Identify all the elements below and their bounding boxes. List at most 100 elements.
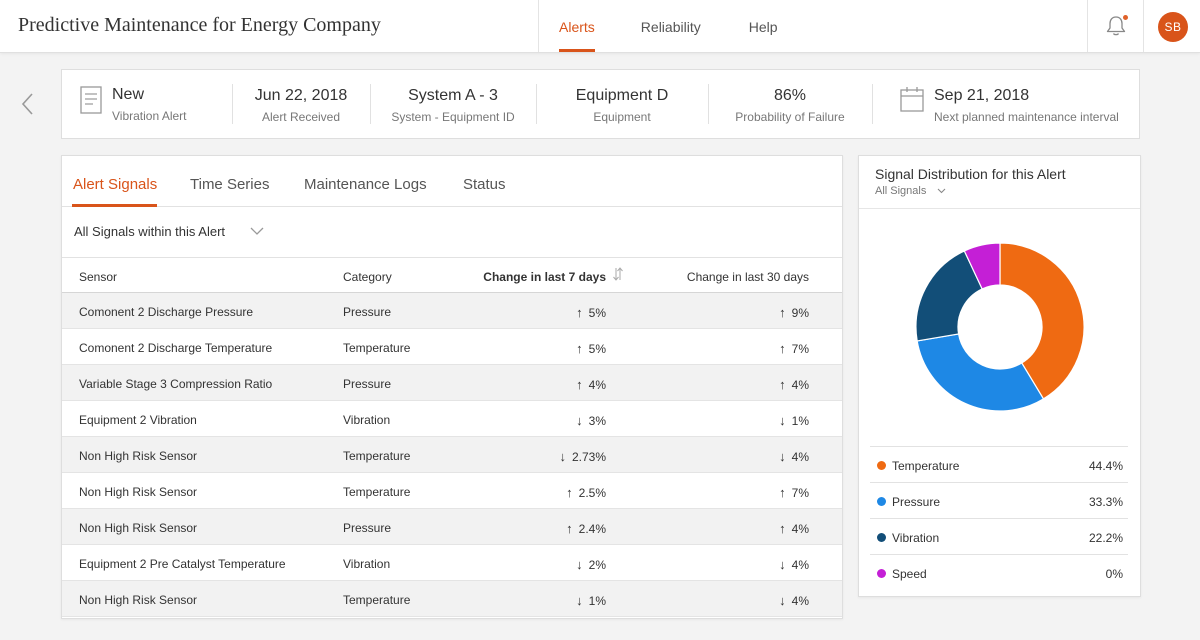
alert-signals-card: Alert Signals Time Series Maintenance Lo… — [61, 155, 843, 619]
change-30-days-value: 7% — [791, 486, 809, 500]
column-header-category[interactable]: Category — [343, 270, 392, 284]
column-header-sensor[interactable]: Sensor — [79, 270, 118, 284]
chevron-down-icon[interactable] — [250, 227, 264, 236]
change-7-days-value: 2.4% — [578, 522, 606, 536]
table-row[interactable]: Variable Stage 3 Compression Ratio Pressu… — [62, 365, 842, 401]
alert-summary: New Vibration Alert Jun 22, 2018 Alert R… — [61, 69, 1140, 139]
change-30-days-value: 4% — [791, 594, 809, 608]
legend-item[interactable]: Speed 0% — [870, 554, 1128, 590]
donut-slice-temperature[interactable] — [999, 242, 1085, 400]
nav-alerts[interactable]: Alerts — [539, 0, 615, 52]
table-row[interactable]: Non High Risk Sensor Pressure ↑ 2.4% ↑ 4% — [62, 509, 842, 545]
change-7-days-value: 3% — [588, 414, 606, 428]
change-7-days-value: 5% — [588, 306, 606, 320]
trend-arrow-icon: ↑ — [779, 485, 786, 500]
alert-type: Vibration Alert — [112, 109, 187, 123]
donut-slice-speed[interactable] — [963, 242, 1001, 290]
table-row[interactable]: Non High Risk Sensor Temperature ↑ 2.5% ↑ 7% — [62, 473, 842, 509]
trend-arrow-icon: ↓ — [779, 557, 786, 572]
trend-arrow-icon: ↑ — [566, 521, 573, 536]
change-7-days-value: 1% — [588, 594, 606, 608]
notification-dot — [1123, 15, 1128, 20]
alert-status: New Vibration Alert — [112, 86, 187, 154]
active-tab-indicator — [72, 204, 157, 207]
tab-status[interactable]: Status — [463, 176, 506, 193]
tab-time-series[interactable]: Time Series — [190, 176, 270, 193]
tab-maintenance-logs[interactable]: Maintenance Logs — [304, 176, 427, 193]
legend-swatch — [877, 497, 886, 506]
legend-swatch — [877, 533, 886, 542]
trend-arrow-icon: ↑ — [576, 341, 583, 356]
sensor-name: Non High Risk Sensor — [79, 449, 198, 463]
failure-probability-label: Probability of Failure — [735, 110, 845, 124]
distribution-donut-chart — [915, 242, 1085, 412]
change-30-days: ↓ 4% — [779, 449, 809, 464]
nav-reliability[interactable]: Reliability — [640, 19, 701, 35]
table-row[interactable]: Equipment 2 Vibration Vibration ↓ 3% ↓ 1% — [62, 401, 842, 437]
distribution-filter-dropdown[interactable]: All Signals — [875, 185, 927, 197]
change-30-days-value: 4% — [791, 378, 809, 392]
chevron-left-icon[interactable] — [18, 90, 38, 118]
distribution-title: Signal Distribution for this Alert — [875, 166, 1066, 182]
table-row[interactable]: Non High Risk Sensor Temperature ↓ 2.73% ↓ 4% — [62, 437, 842, 473]
column-header-change-30-days[interactable]: Change in last 30 days — [686, 270, 809, 284]
user-menu[interactable]: SB — [1144, 0, 1200, 52]
table-row[interactable]: Non High Risk Sensor Temperature ↓ 1% ↓ 4% — [62, 581, 842, 617]
legend-label: Speed — [892, 567, 927, 581]
trend-arrow-icon: ↑ — [576, 305, 583, 320]
change-30-days-value: 4% — [791, 450, 809, 464]
trend-arrow-icon: ↑ — [566, 485, 573, 500]
tab-alert-signals[interactable]: Alert Signals — [73, 176, 158, 193]
change-30-days: ↑ 4% — [779, 377, 809, 392]
change-30-days-value: 9% — [791, 306, 809, 320]
legend-label: Temperature — [892, 459, 960, 473]
legend-item[interactable]: Vibration 22.2% — [870, 518, 1128, 554]
change-30-days: ↓ 4% — [779, 593, 809, 608]
document-icon — [80, 86, 102, 114]
legend-item[interactable]: Pressure 33.3% — [870, 482, 1128, 518]
trend-arrow-icon: ↑ — [779, 341, 786, 356]
chevron-down-icon[interactable] — [937, 188, 946, 194]
legend-swatch — [877, 461, 886, 470]
signal-filter-dropdown[interactable]: All Signals within this Alert — [74, 224, 226, 239]
donut-slice-pressure[interactable] — [916, 333, 1045, 412]
legend-swatch — [877, 569, 886, 578]
failure-probability-value: 86% — [773, 87, 807, 104]
nav-help[interactable]: Help — [748, 19, 778, 35]
sensor-category: Temperature — [343, 593, 411, 607]
notifications-button[interactable] — [1088, 0, 1143, 52]
sensor-category: Temperature — [343, 485, 411, 499]
sensor-name: Non High Risk Sensor — [79, 485, 198, 499]
change-7-days: ↑ 5% — [576, 341, 606, 356]
table-row[interactable]: Comonent 2 Discharge Pressure Pressure ↑ 5%… — [62, 293, 842, 329]
trend-arrow-icon: ↑ — [779, 521, 786, 536]
change-7-days-value: 2.73% — [571, 450, 606, 464]
summary-divider — [370, 84, 371, 124]
change-30-days-value: 4% — [791, 522, 809, 536]
summary-divider — [708, 84, 709, 124]
legend-item[interactable]: Temperature 44.4% — [870, 446, 1128, 482]
trend-arrow-icon: ↓ — [779, 449, 786, 464]
alert-received: Jun 22, 2018 Alert Received — [232, 87, 370, 155]
avatar[interactable]: SB — [1158, 12, 1188, 42]
sensor-name: Comonent 2 Discharge Pressure — [79, 305, 254, 319]
app-title: Predictive Maintenance for Energy Compan… — [18, 14, 381, 36]
sensor-category: Vibration — [343, 413, 391, 427]
sensor-category: Pressure — [343, 521, 392, 535]
sort-icon[interactable] — [612, 266, 624, 282]
trend-arrow-icon: ↓ — [779, 593, 786, 608]
table-header: Sensor Category Change in last 7 days Ch… — [62, 257, 842, 293]
change-30-days: ↓ 4% — [779, 557, 809, 572]
equipment-label: Equipment — [593, 110, 651, 124]
table-row[interactable]: Comonent 2 Discharge Temperature Temperat… — [62, 329, 842, 365]
change-7-days: ↑ 2.4% — [566, 521, 606, 536]
sensor-name: Equipment 2 Pre Catalyst Temperature — [79, 557, 286, 571]
trend-arrow-icon: ↓ — [576, 593, 583, 608]
table-row[interactable]: Equipment 2 Pre Catalyst Temperature Vibr… — [62, 545, 842, 581]
change-7-days: ↑ 5% — [576, 305, 606, 320]
column-header-change-7-days[interactable]: Change in last 7 days — [483, 270, 606, 284]
alert-status-value: New — [112, 86, 145, 103]
failure-probability: 86% Probability of Failure — [708, 87, 872, 155]
change-7-days: ↓ 2.73% — [559, 449, 606, 464]
change-7-days: ↓ 2% — [576, 557, 606, 572]
